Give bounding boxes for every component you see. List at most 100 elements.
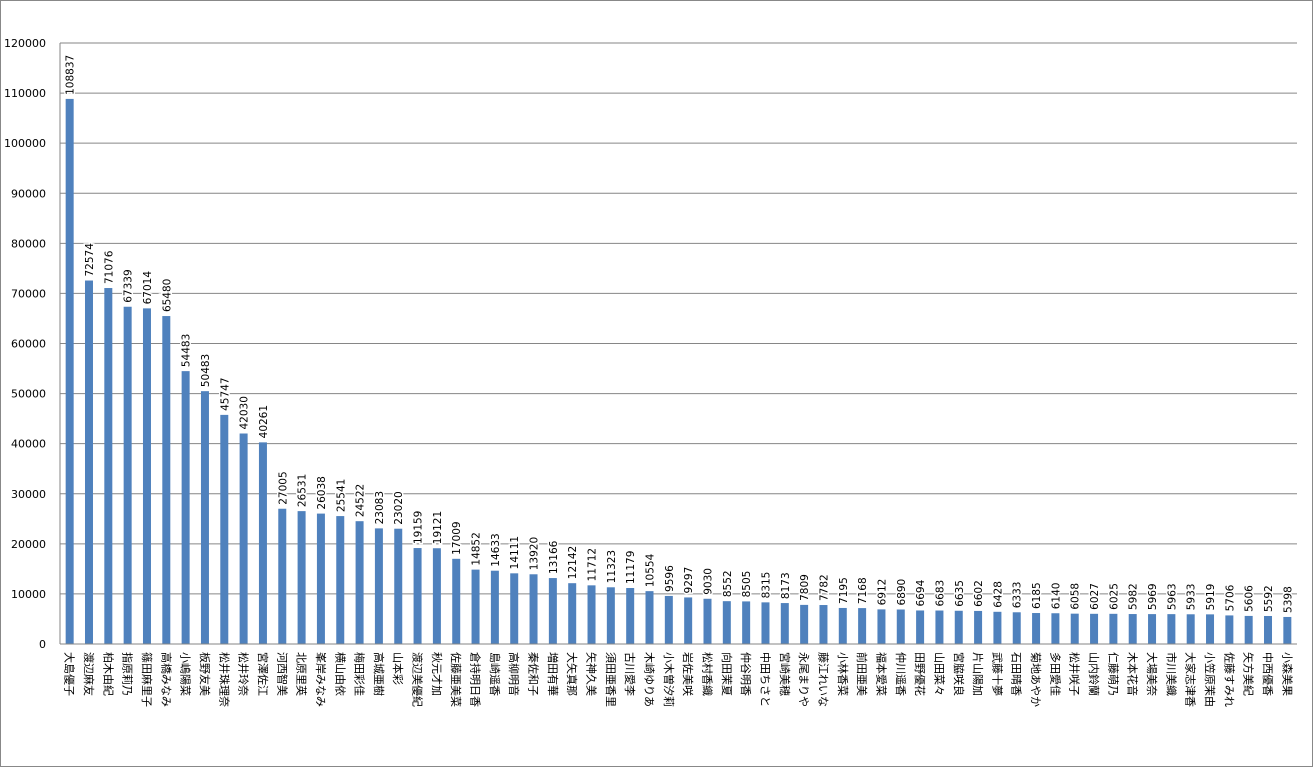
bar — [374, 528, 383, 644]
x-tick-label: 福本愛菜 — [874, 652, 888, 696]
value-label: 27005 — [277, 471, 289, 504]
bar — [413, 548, 422, 644]
y-tick-label: 100000 — [4, 137, 46, 150]
bar — [1283, 616, 1292, 644]
bar — [142, 308, 151, 644]
bar — [568, 583, 577, 644]
bar — [220, 414, 229, 644]
bar — [974, 610, 983, 644]
x-tick-label: 倉持明日香 — [469, 652, 483, 707]
x-tick-label: 仁藤萌乃 — [1106, 652, 1120, 696]
bar — [181, 371, 190, 644]
value-label: 7782 — [818, 574, 830, 601]
value-label: 6333 — [1012, 582, 1024, 609]
value-label: 6635 — [954, 580, 966, 607]
value-label: 8315 — [760, 572, 772, 599]
value-label: 71076 — [103, 250, 115, 284]
value-label: 5706 — [1224, 584, 1236, 611]
value-label: 9297 — [683, 567, 695, 594]
bar — [993, 611, 1002, 644]
value-label: 11712 — [587, 548, 599, 581]
value-label: 42030 — [239, 396, 251, 429]
x-tick-label: 中田ちさと — [758, 652, 771, 707]
bar — [1032, 613, 1041, 644]
bar — [529, 574, 538, 644]
value-label: 24522 — [355, 484, 367, 517]
x-tick-label: 永尾まりや — [797, 652, 811, 707]
bar — [239, 433, 248, 644]
bar — [471, 569, 480, 644]
x-tick-label: 藤江れいな — [816, 652, 829, 707]
x-tick-label: 峯岸みなみ — [314, 652, 327, 707]
x-tick-label: 矢方美紀 — [1242, 652, 1256, 696]
value-label: 25541 — [335, 479, 347, 512]
x-tick-label: 佐藤亜美菜 — [449, 652, 463, 707]
bar — [1225, 615, 1234, 644]
x-tick-label: 武藤十夢 — [990, 652, 1004, 696]
x-tick-label: 岩佐美咲 — [681, 652, 695, 696]
x-tick-label: 松井咲子 — [1068, 652, 1082, 696]
bar — [336, 516, 345, 644]
value-label: 5592 — [1263, 585, 1275, 612]
value-label: 5969 — [1147, 583, 1159, 610]
x-tick-label: 宮脇咲良 — [952, 652, 966, 696]
value-label: 11179 — [625, 551, 637, 584]
x-tick-label: 市川美織 — [1164, 652, 1178, 696]
bar — [916, 610, 925, 644]
value-label: 6185 — [1031, 582, 1043, 609]
x-tick-label: 松井珠理奈 — [217, 652, 231, 707]
bar — [1109, 613, 1118, 644]
bar — [490, 570, 499, 644]
x-tick-label: 仲川遥香 — [894, 652, 908, 696]
x-tick-label: 板野友美 — [198, 652, 212, 696]
value-label: 54483 — [181, 334, 193, 367]
value-label: 45747 — [219, 377, 231, 410]
x-tick-label: 高柳明音 — [507, 652, 521, 696]
x-tick-label: 秋元才加 — [430, 652, 444, 696]
bar — [645, 591, 654, 644]
y-tick-label: 40000 — [11, 438, 46, 451]
x-tick-label: 高橋みなみ — [159, 652, 173, 707]
value-label: 7195 — [838, 577, 850, 604]
value-label: 65480 — [161, 279, 173, 312]
bar — [935, 610, 944, 644]
x-tick-label: 木崎ゆりあ — [643, 652, 657, 707]
value-label: 6025 — [1108, 583, 1120, 610]
bar — [162, 316, 171, 644]
value-label: 6140 — [1050, 583, 1062, 610]
bar — [278, 508, 287, 644]
bar — [1167, 614, 1176, 644]
value-label: 6058 — [1070, 583, 1082, 610]
x-tick-label: 石田晴香 — [1010, 652, 1023, 696]
value-label: 5919 — [1205, 584, 1217, 611]
x-tick-label: 島崎遥香 — [488, 652, 502, 696]
bar — [200, 391, 209, 644]
bar — [742, 601, 751, 644]
bar — [394, 528, 403, 644]
bar — [1012, 612, 1021, 644]
bar — [626, 588, 635, 644]
bar — [664, 595, 673, 644]
bar — [1128, 614, 1137, 644]
bar — [316, 513, 325, 644]
x-tick-label: 河西智美 — [275, 652, 289, 696]
bar — [104, 288, 113, 644]
bar — [84, 280, 93, 644]
y-tick-label: 70000 — [11, 287, 46, 300]
x-tick-label: 高城亜樹 — [372, 652, 386, 696]
x-tick-label: 田野優花 — [913, 652, 926, 696]
value-label: 14111 — [509, 536, 521, 569]
bar — [896, 609, 905, 644]
value-label: 19121 — [432, 511, 444, 544]
value-label: 5398 — [1282, 586, 1294, 613]
value-label: 40261 — [258, 405, 270, 438]
value-label: 5933 — [1186, 584, 1198, 611]
x-tick-label: 矢神久美 — [585, 652, 599, 696]
value-label: 17009 — [451, 521, 463, 554]
bar — [954, 610, 963, 644]
x-tick-label: 宮澤佐江 — [256, 652, 270, 696]
x-tick-label: 増田有華 — [546, 652, 560, 696]
x-tick-label: 大家志津香 — [1184, 652, 1198, 707]
value-label: 7168 — [857, 577, 869, 604]
bar — [780, 603, 789, 644]
